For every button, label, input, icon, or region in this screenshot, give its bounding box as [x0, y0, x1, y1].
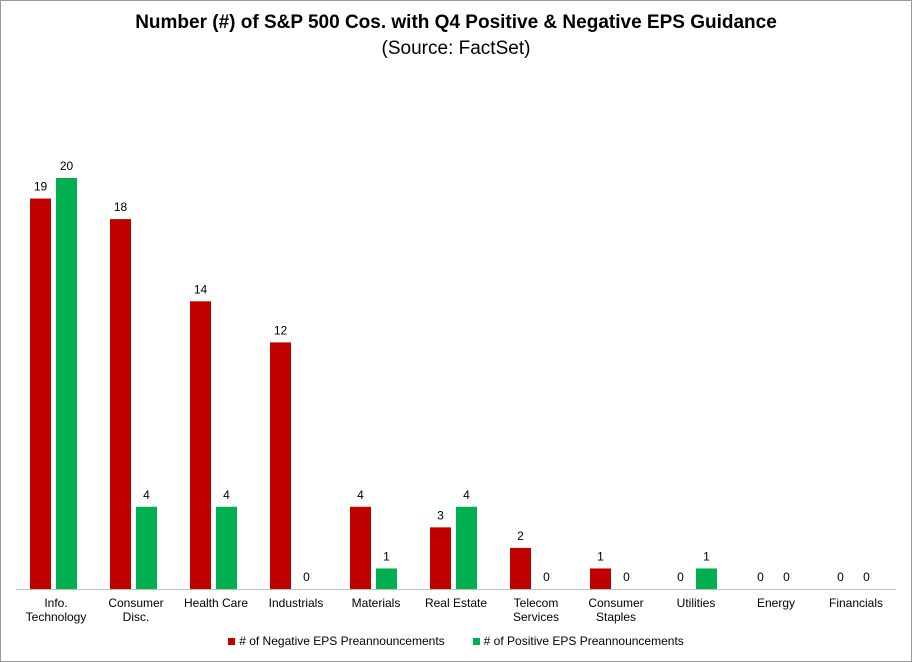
bar-negative-0 [30, 198, 51, 590]
data-label-positive-9: 0 [783, 570, 790, 584]
x-tick-label-5: Real Estate [425, 596, 487, 610]
data-label-negative-0: 19 [34, 180, 48, 194]
bar-negative-2 [190, 301, 211, 589]
x-tick-label-7-line0: Consumer [588, 596, 643, 610]
x-tick-label-3: Industrials [269, 596, 324, 610]
x-tick-label-8: Utilities [677, 596, 716, 610]
x-tick-label-4: Materials [352, 596, 401, 610]
bar-negative-4 [350, 506, 371, 589]
data-label-positive-8: 1 [703, 549, 710, 563]
x-tick-label-10: Financials [829, 596, 883, 610]
x-tick-label-0-line1: Technology [26, 610, 87, 624]
data-label-positive-2: 4 [223, 488, 230, 502]
x-tick-label-2: Health Care [184, 596, 248, 610]
x-tick-label-0-line0: Info. [44, 596, 67, 610]
bar-negative-5 [430, 527, 451, 589]
data-label-negative-9: 0 [757, 570, 764, 584]
data-label-positive-0: 20 [60, 159, 74, 173]
bar-positive-2 [216, 506, 237, 589]
x-tick-label-1-line1: Disc. [123, 610, 150, 624]
data-label-negative-6: 2 [517, 529, 524, 543]
data-label-negative-1: 18 [114, 200, 128, 214]
data-label-positive-4: 1 [383, 549, 390, 563]
data-label-negative-10: 0 [837, 570, 844, 584]
chart-subtitle: (Source: FactSet) [381, 38, 531, 59]
legend-swatch-positive [472, 637, 480, 645]
legend-item-negative: # of Negative EPS Preannouncements [228, 634, 445, 648]
x-tick-label-6-line0: Telecom [514, 596, 559, 610]
legend-item-positive: # of Positive EPS Preannouncements [472, 634, 684, 648]
data-label-negative-3: 12 [274, 323, 288, 337]
bar-positive-8 [696, 568, 717, 589]
x-tick-label-6-line1: Services [513, 610, 559, 624]
data-label-positive-5: 4 [463, 488, 470, 502]
chart-title: Number (#) of S&P 500 Cos. with Q4 Posit… [135, 12, 777, 33]
bar-negative-1 [110, 219, 131, 589]
data-label-positive-1: 4 [143, 488, 150, 502]
data-label-positive-7: 0 [623, 570, 630, 584]
bar-positive-0 [56, 178, 77, 589]
bar-positive-4 [376, 568, 397, 589]
data-label-negative-7: 1 [597, 549, 604, 563]
data-label-positive-10: 0 [863, 570, 870, 584]
data-label-negative-4: 4 [357, 488, 364, 502]
data-label-positive-6: 0 [543, 570, 550, 584]
data-label-negative-8: 0 [677, 570, 684, 584]
legend-swatch-negative [228, 637, 236, 645]
data-label-positive-3: 0 [303, 570, 310, 584]
legend-label-negative: # of Negative EPS Preannouncements [239, 634, 445, 648]
bar-negative-6 [510, 547, 531, 589]
legend-label-positive: # of Positive EPS Preannouncements [483, 634, 684, 648]
bar-positive-5 [456, 506, 477, 589]
legend: # of Negative EPS Preannouncements # of … [0, 634, 912, 648]
bar-positive-1 [136, 506, 157, 589]
data-label-negative-2: 14 [194, 282, 208, 296]
bar-negative-7 [590, 568, 611, 589]
x-tick-label-1-line0: Consumer [108, 596, 163, 610]
bar-negative-3 [270, 342, 291, 589]
data-label-negative-5: 3 [437, 508, 444, 522]
x-tick-label-7-line1: Staples [596, 610, 636, 624]
x-tick-label-9: Energy [757, 596, 795, 610]
